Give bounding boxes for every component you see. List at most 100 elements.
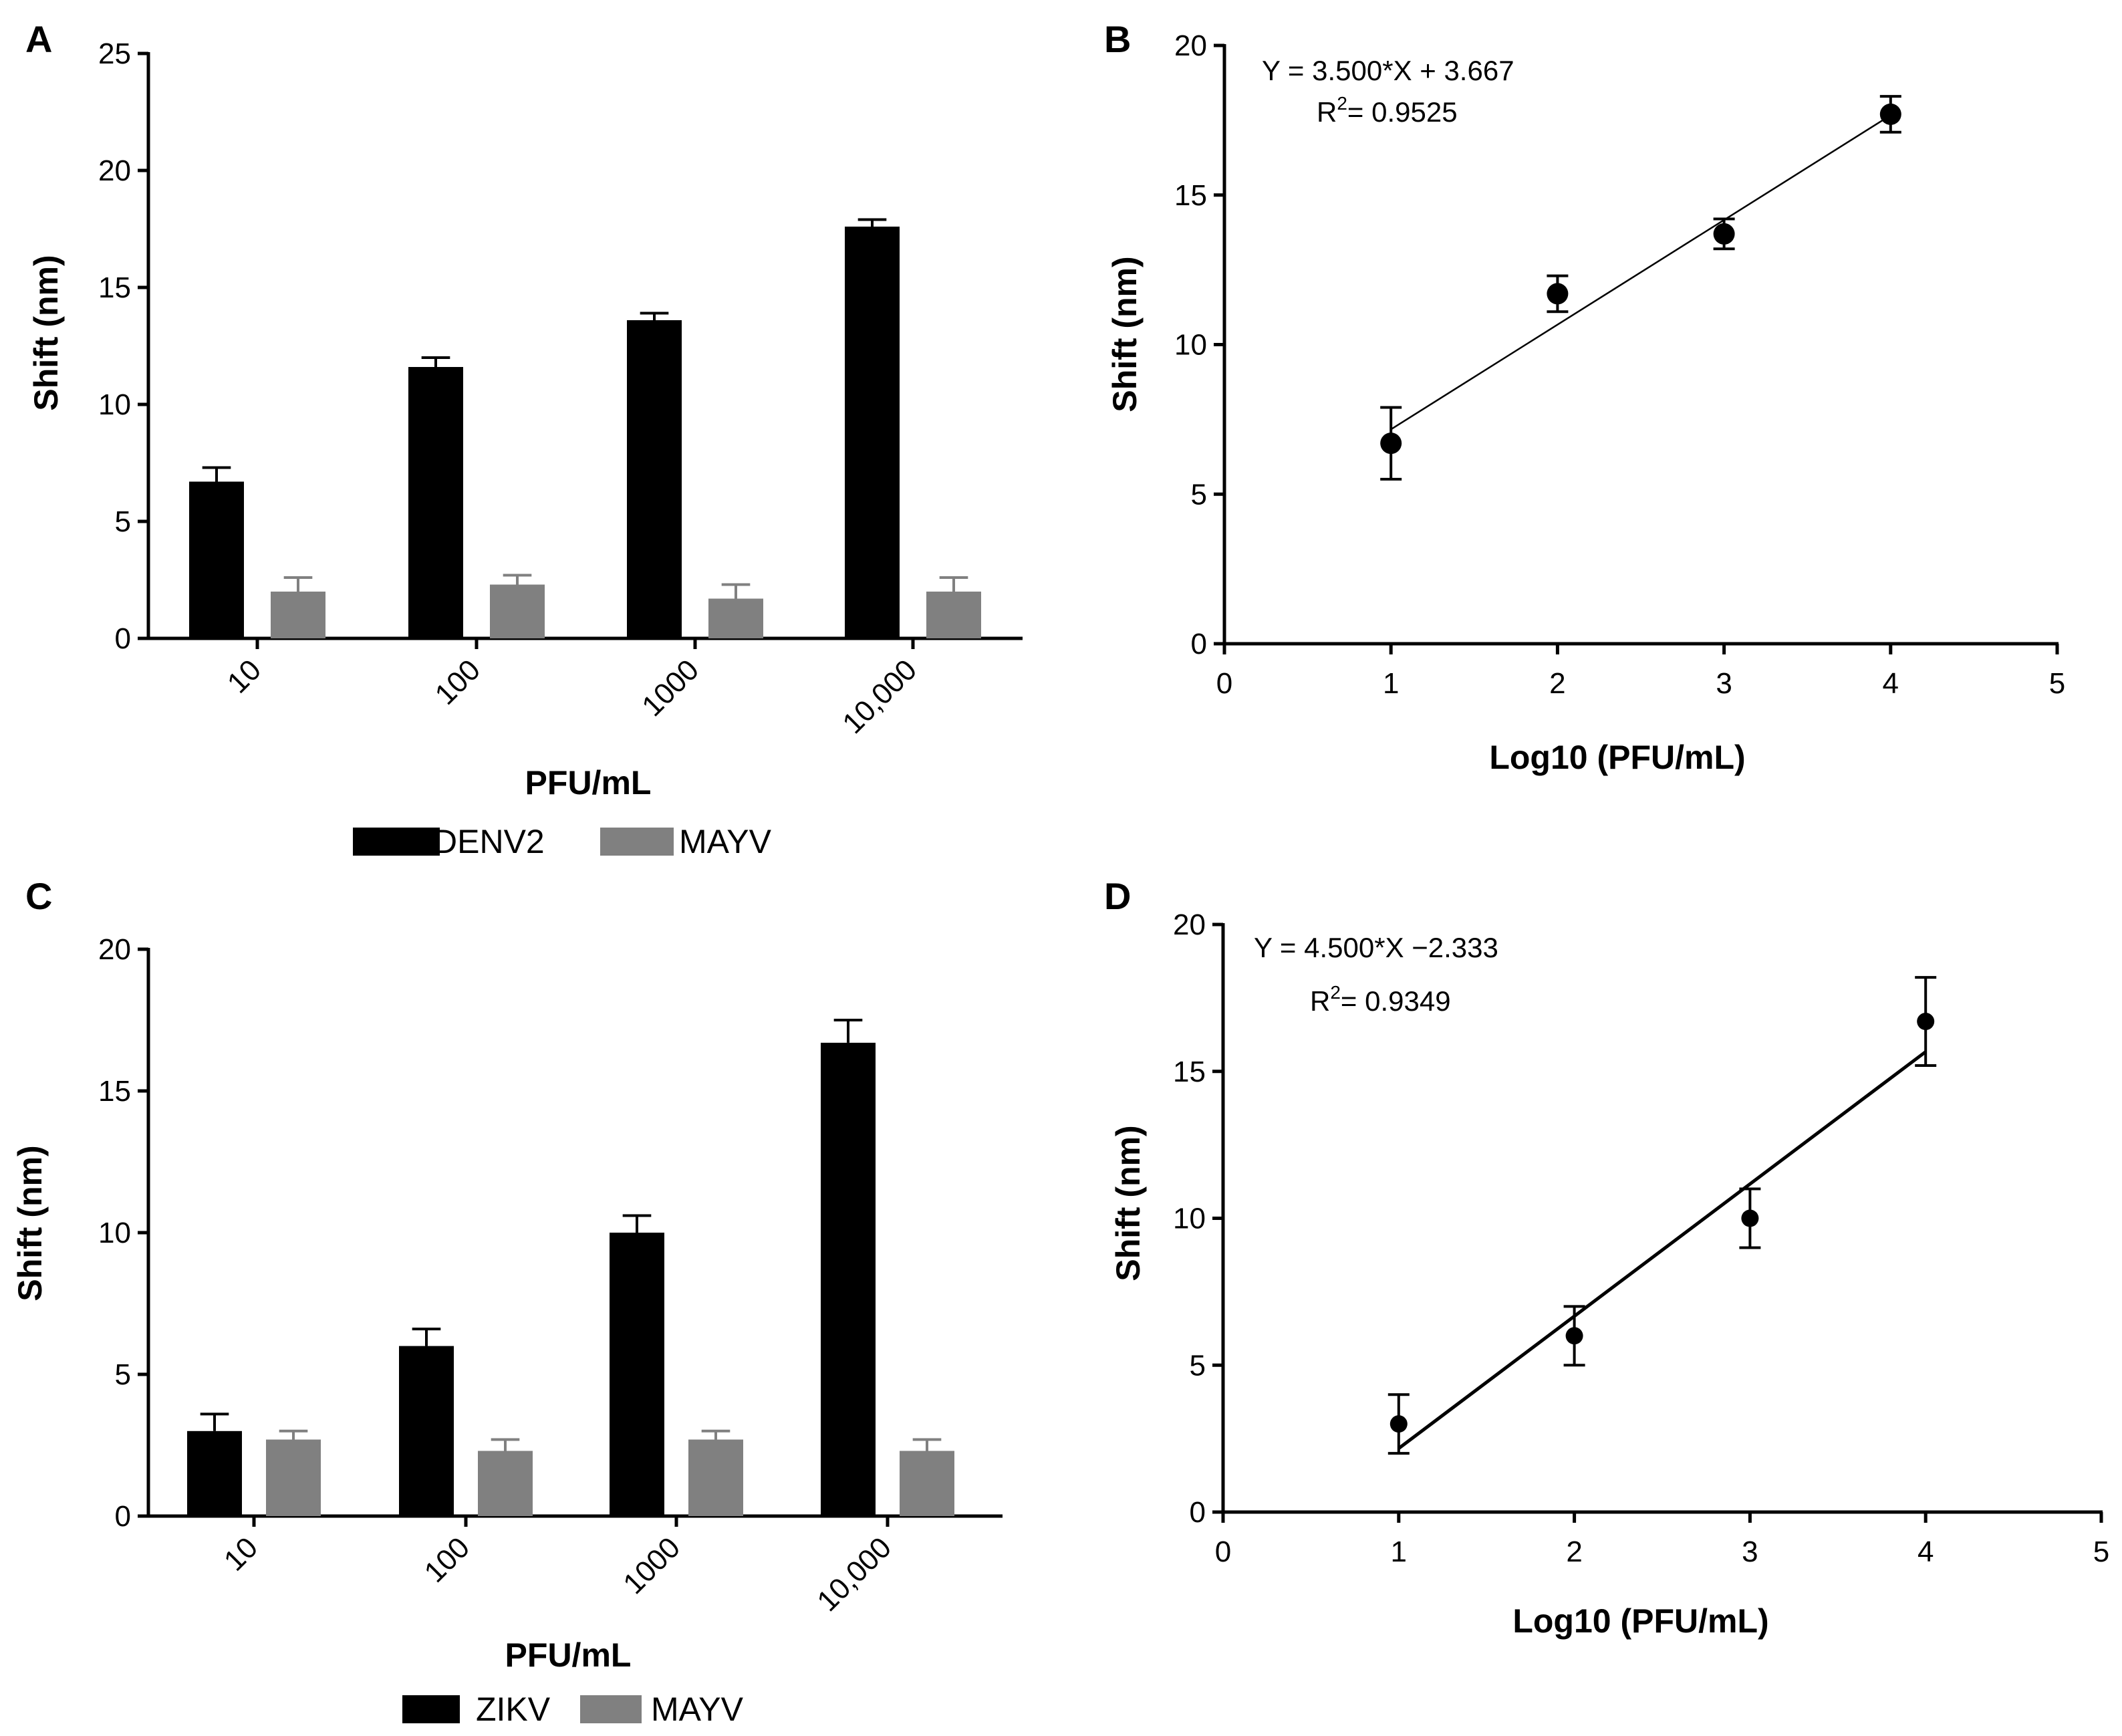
panel-c-error-bar (491, 1438, 520, 1451)
panel-a-bar (408, 367, 463, 638)
panel-d-fit-line (1398, 1050, 1927, 1450)
panel-d-ylabel: Shift (nm) (1109, 1125, 1147, 1281)
panel-b-ytick-label: 0 (1191, 628, 1207, 660)
panel-b-ytick-label: 10 (1174, 329, 1207, 362)
panel-a-bar (708, 598, 763, 638)
panel-c-error-bar (833, 1019, 863, 1043)
panel-b-r2-value: = 0.9525 (1347, 96, 1458, 128)
panel-d-data-point (1389, 1415, 1408, 1433)
panel-b-ytick-label: 20 (1174, 29, 1207, 62)
panel-c-error-bar (412, 1328, 441, 1346)
panel-b-xtick-label: 2 (1549, 667, 1565, 700)
panel-c-xtick-label: 1000 (617, 1531, 686, 1600)
panel-d-ytick-label: 15 (1173, 1056, 1206, 1088)
panel-c-legend: ZIKV MAYV (402, 1691, 744, 1728)
panel-b-xtick-label: 3 (1716, 667, 1732, 700)
panel-d-ytick-label: 10 (1173, 1203, 1206, 1235)
panel-c-ytick-label: 5 (115, 1358, 131, 1391)
panel-a-xtick-label: 10,000 (836, 653, 923, 740)
panel-b-ytick-label: 15 (1174, 179, 1207, 212)
panel-b-xtick-label: 0 (1216, 667, 1232, 700)
panel-a-ytick-label: 20 (98, 154, 131, 187)
panel-a-ytick-label: 25 (98, 37, 131, 70)
panel-a-ytick-label: 15 (98, 271, 131, 304)
panel-c-ytick-label: 0 (115, 1500, 131, 1533)
panel-b: B 0 5 10 15 20 0 1 2 3 4 5 Shift (nm) Log10 (PFU/m… (1104, 18, 2065, 776)
panel-c-error-bar (200, 1412, 229, 1431)
panel-d-r2-sup: 2 (1330, 982, 1341, 1003)
panel-c-bar (187, 1431, 242, 1516)
panel-b-data-point (1547, 283, 1569, 305)
panel-c-bar (610, 1233, 664, 1516)
legend-label-mayv: MAYV (679, 823, 772, 860)
panel-b-plot: 0 5 10 15 20 0 1 2 3 4 5 (1174, 29, 2065, 700)
panel-c-error-bar (279, 1429, 308, 1440)
panel-c-xtick-label: 10 (218, 1531, 264, 1577)
panel-a-error-bar (939, 576, 968, 592)
panel-c-plot: 0 5 10 15 20 10 100 1000 10,000 (98, 933, 1003, 1618)
panel-a-error-bar (421, 356, 450, 367)
panel-a-bar (490, 584, 545, 638)
panel-a-xtick-label: 100 (429, 653, 487, 711)
panel-b-data-point (1713, 223, 1735, 245)
panel-c-bar (478, 1451, 533, 1516)
panel-b-equation: Y = 3.500*X + 3.667 (1262, 55, 1514, 86)
legend-label-mayv-c: MAYV (651, 1691, 744, 1728)
panel-b-r-squared: R2= 0.9525 (1317, 93, 1458, 128)
panel-c-xtick-label: 10,000 (811, 1531, 898, 1618)
panel-a-bar (627, 320, 682, 638)
panel-d-xtick-label: 0 (1215, 1535, 1231, 1568)
panel-a-error-bar (640, 312, 669, 320)
panel-d-ytick-label: 0 (1190, 1496, 1206, 1529)
panel-a-ytick-label: 5 (115, 505, 131, 538)
panel-a-xtick-label: 1000 (636, 653, 705, 723)
panel-c-ytick-label: 15 (98, 1075, 131, 1108)
panel-b-xtick-label: 4 (1883, 667, 1899, 700)
panel-a-bar (271, 592, 325, 638)
panel-a-legend: DENV2 MAYV (353, 823, 772, 860)
panel-a-xtick-label: 10 (221, 653, 267, 699)
panel-d-plot: 0 5 10 15 20 0 1 2 3 4 5 (1173, 908, 2109, 1568)
panel-b-data-point (1380, 432, 1402, 455)
panel-d-xtick-label: 5 (2093, 1535, 2109, 1568)
panel-d-xtick-label: 3 (1742, 1535, 1758, 1568)
panel-d: D 0 5 10 15 20 0 1 2 3 4 5 Shift (nm) Log10 (PFU/m… (1104, 875, 2109, 1640)
panel-d-ytick-label: 5 (1190, 1349, 1206, 1382)
panel-a-bar (926, 592, 981, 638)
panel-c-xtick-label: 100 (418, 1531, 477, 1589)
panel-b-xtick-label: 5 (2049, 667, 2065, 700)
panel-a-ytick-label: 0 (115, 622, 131, 655)
panel-b-r2-sup: 2 (1337, 93, 1347, 114)
panel-c-ytick-label: 10 (98, 1217, 131, 1249)
panel-c-bar (688, 1439, 743, 1516)
legend-label-zikv: ZIKV (476, 1691, 551, 1728)
panel-b-axes (1222, 44, 2059, 646)
panel-letter-b: B (1104, 18, 1131, 60)
panel-c-error-bar (622, 1214, 652, 1233)
panel-a-xlabel: PFU/mL (525, 764, 652, 801)
panel-letter-d: D (1104, 875, 1131, 917)
panel-d-r-squared: R2= 0.9349 (1310, 982, 1451, 1017)
panel-b-data-point (1879, 103, 1901, 125)
panel-c-error-bar (701, 1429, 731, 1440)
panel-d-data-point (1741, 1209, 1759, 1227)
panel-c-bar (900, 1451, 954, 1516)
panel-d-data-point (1565, 1327, 1583, 1345)
panel-a-error-bar (202, 466, 231, 482)
panel-c-xlabel: PFU/mL (505, 1636, 632, 1674)
panel-d-xtick-label: 1 (1391, 1535, 1407, 1568)
panel-a-bar (189, 481, 244, 638)
panel-a-error-bar (503, 574, 532, 585)
panel-c-bar (399, 1346, 454, 1516)
panel-b-r2-prefix: R (1317, 96, 1337, 128)
panel-c-bar (266, 1439, 321, 1516)
panel-d-r2-prefix: R (1310, 985, 1330, 1017)
legend-swatch-denv2 (353, 828, 440, 856)
legend-swatch-mayv (600, 828, 674, 856)
panel-b-ylabel: Shift (nm) (1106, 256, 1144, 412)
panel-a-bar (845, 227, 900, 638)
legend-swatch-mayv-c (580, 1695, 642, 1723)
panel-d-xtick-label: 2 (1566, 1535, 1582, 1568)
panel-d-data-point (1917, 1013, 1935, 1031)
